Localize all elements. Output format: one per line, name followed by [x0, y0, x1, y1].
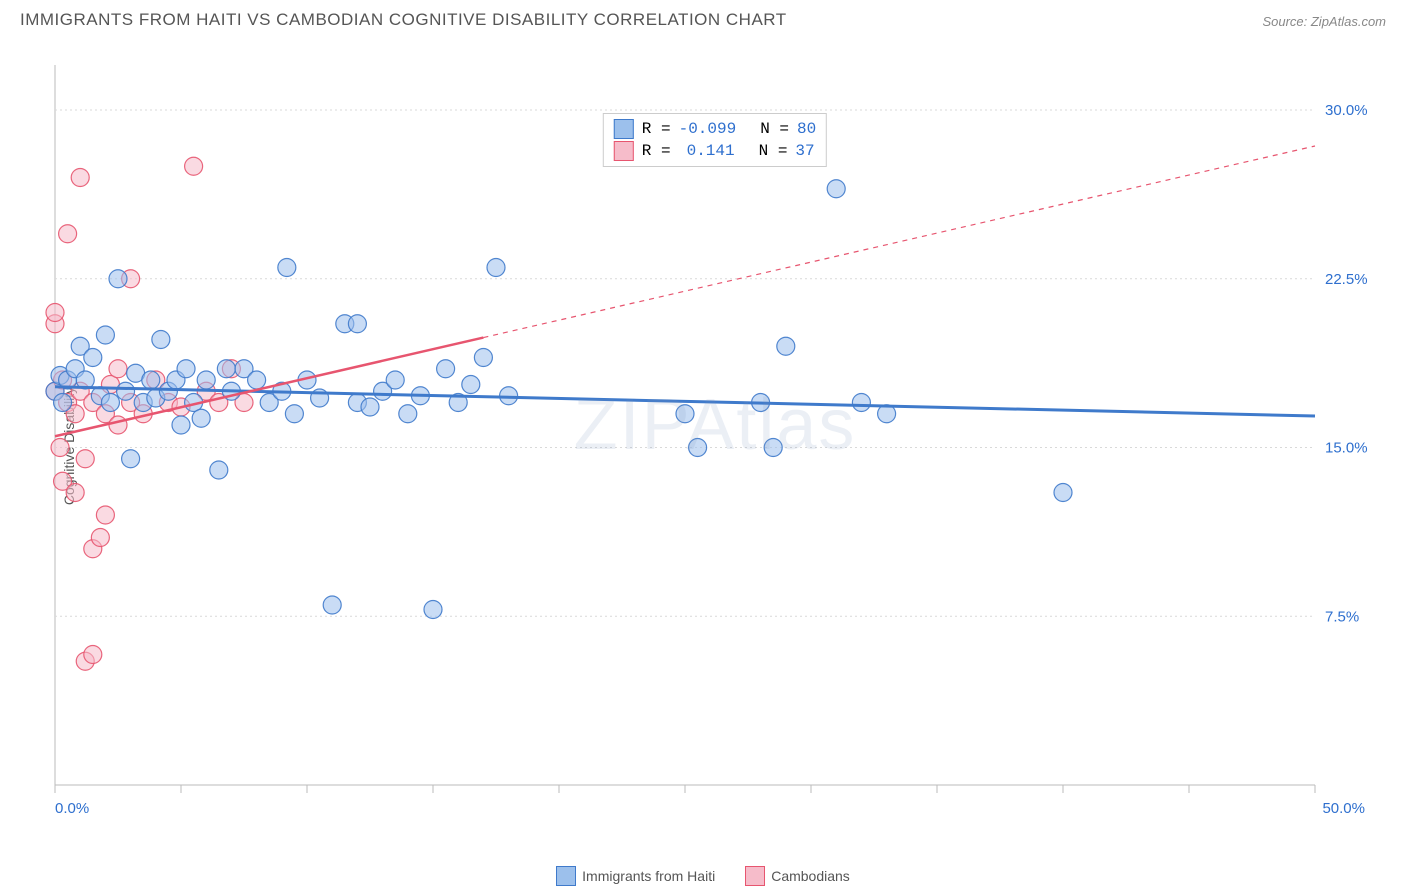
legend-label: Immigrants from Haiti [582, 868, 715, 884]
legend-item-haiti: Immigrants from Haiti [556, 866, 715, 886]
legend-item-cambodians: Cambodians [745, 866, 850, 886]
source-label: Source: ZipAtlas.com [1262, 14, 1386, 29]
svg-text:0.0%: 0.0% [55, 800, 89, 817]
svg-text:22.5%: 22.5% [1325, 271, 1368, 288]
legend-n-value: 37 [795, 140, 814, 162]
legend-r-label: R = [642, 118, 671, 140]
legend-swatch-haiti [556, 866, 576, 886]
legend-r-label: R = [642, 140, 671, 162]
page-title: IMMIGRANTS FROM HAITI VS CAMBODIAN COGNI… [20, 10, 1386, 30]
legend-n-label: N = [759, 140, 788, 162]
legend-n-value: 80 [797, 118, 816, 140]
svg-text:7.5%: 7.5% [1325, 608, 1359, 625]
legend-swatch-cambodians [745, 866, 765, 886]
scatter-chart: 7.5%15.0%22.5%30.0%0.0%50.0% ZIPAtlas R … [45, 55, 1385, 825]
svg-text:30.0%: 30.0% [1325, 102, 1368, 119]
legend-label: Cambodians [771, 868, 850, 884]
legend-swatch-haiti [614, 119, 634, 139]
chart-svg: 7.5% 15.0% 22.5% 30.0% 0.0% 50.0% [45, 55, 1385, 825]
series-legend: Immigrants from Haiti Cambodians [0, 866, 1406, 886]
svg-text:50.0%: 50.0% [1322, 800, 1365, 817]
legend-r-value: 0.141 [679, 140, 735, 162]
legend-r-value: -0.099 [679, 118, 737, 140]
legend-row-cambodians: R = 0.141 N = 37 [614, 140, 816, 162]
legend-row-haiti: R = -0.099 N = 80 [614, 118, 816, 140]
legend-n-label: N = [760, 118, 789, 140]
legend-swatch-cambodians [614, 141, 634, 161]
svg-text:15.0%: 15.0% [1325, 440, 1368, 457]
correlation-legend: R = -0.099 N = 80 R = 0.141 N = 37 [603, 113, 827, 167]
